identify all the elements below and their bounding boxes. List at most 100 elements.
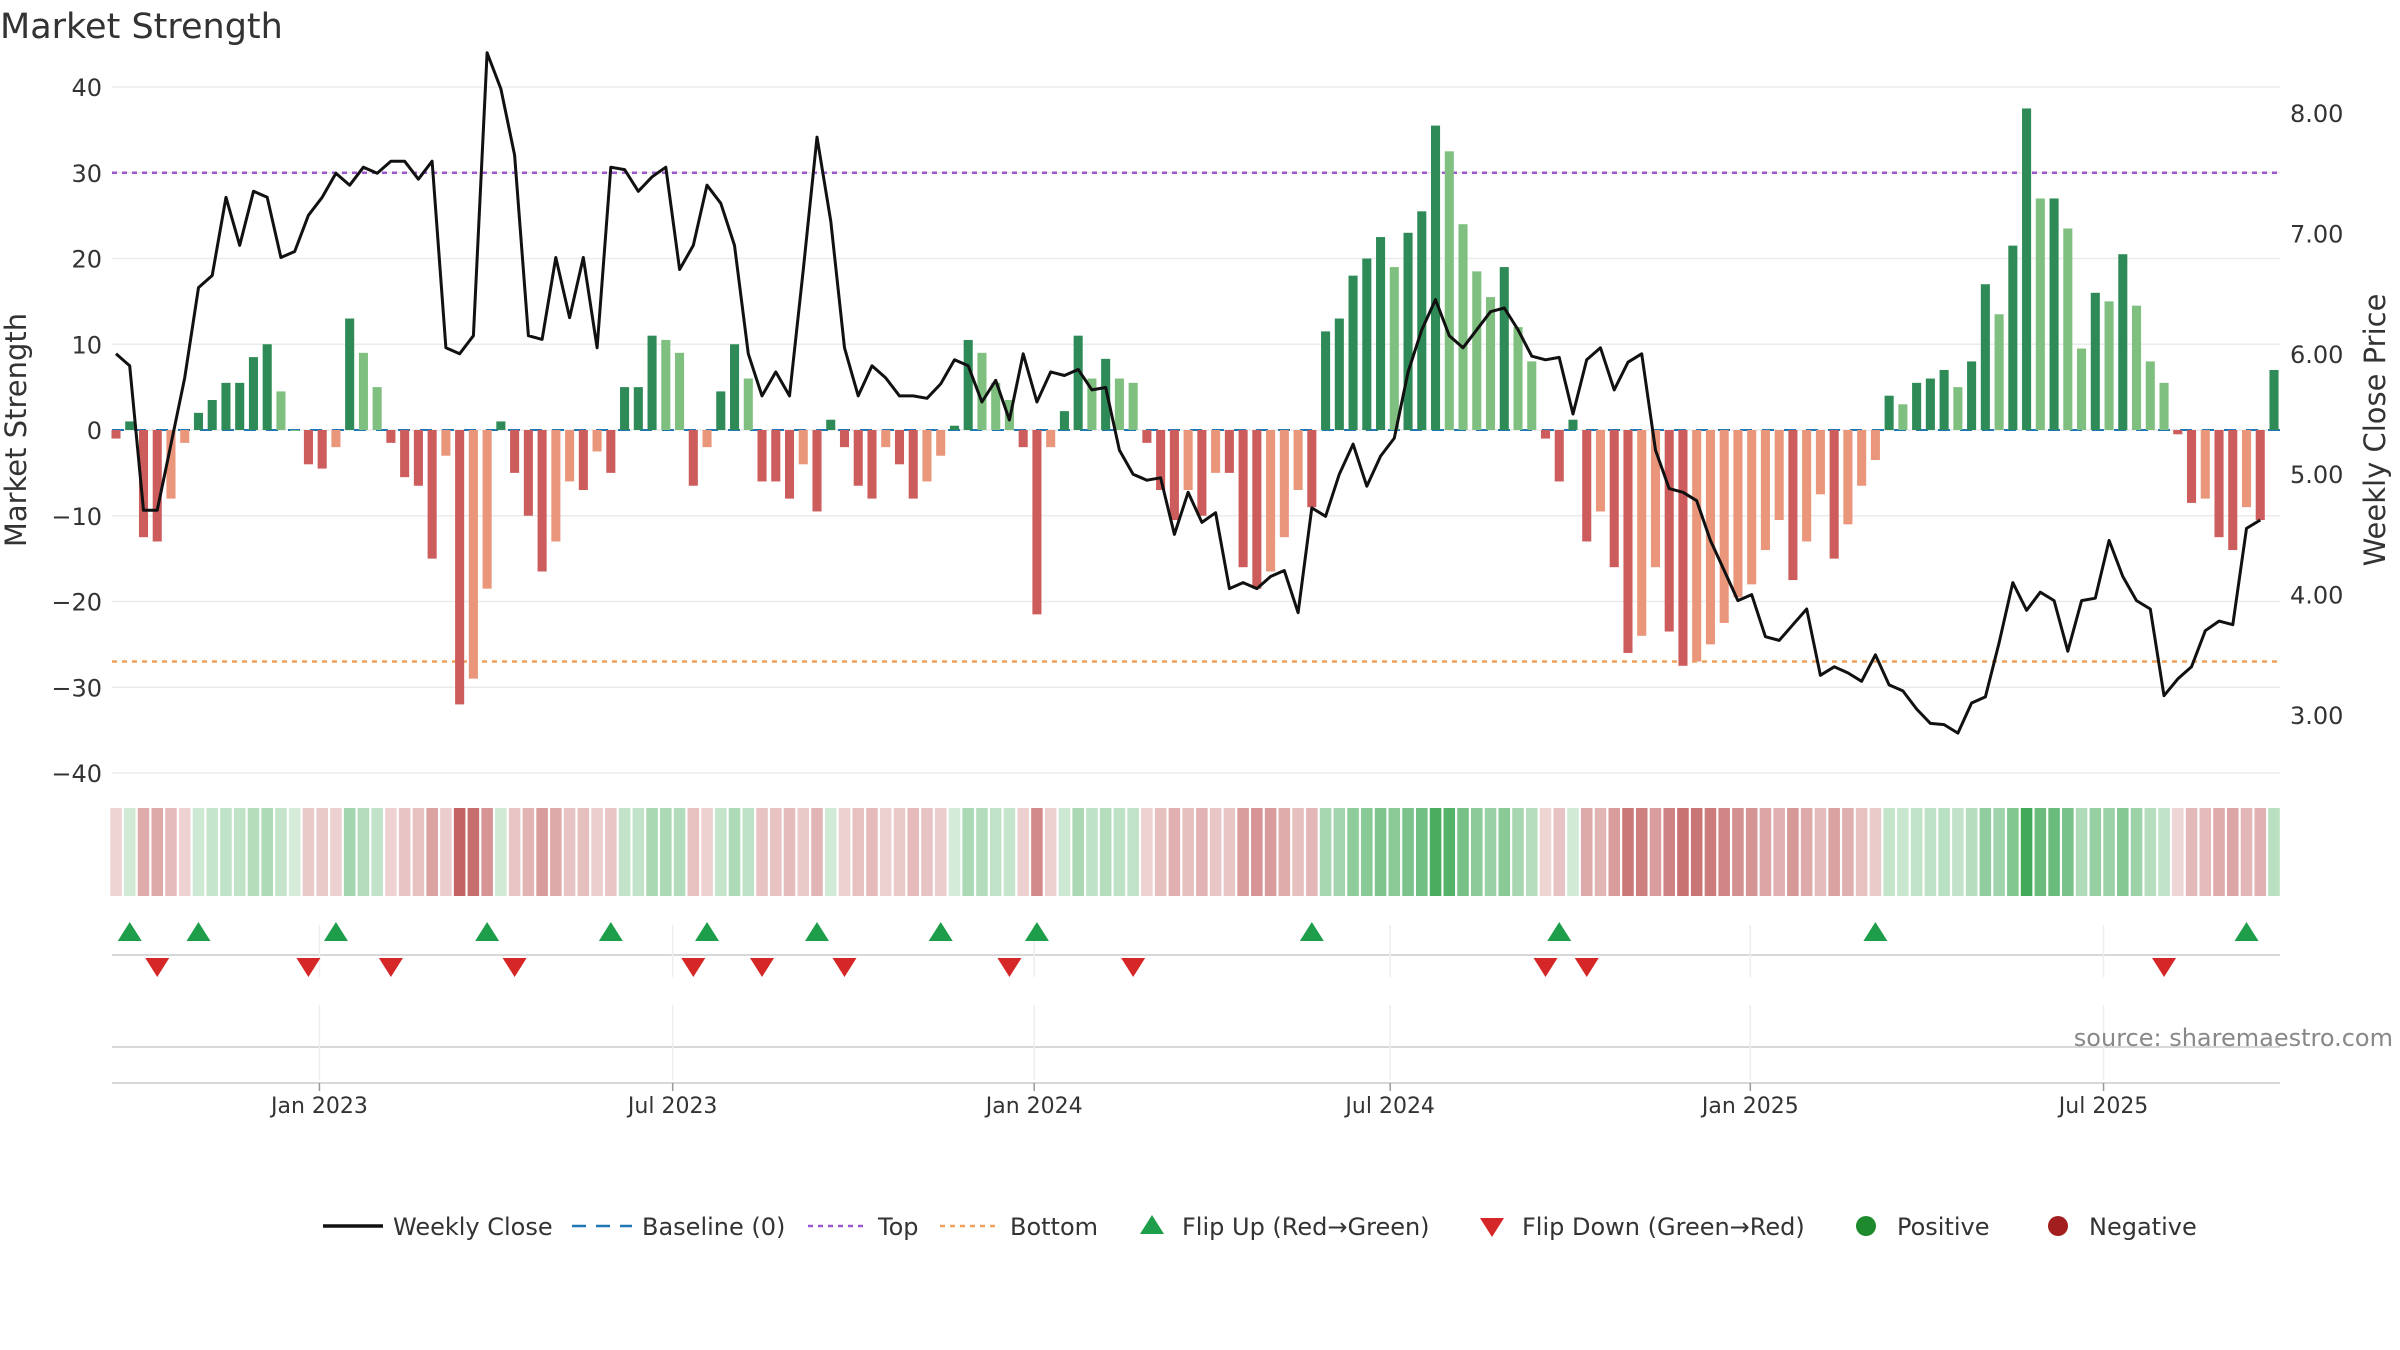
strength-bar [2132, 305, 2142, 430]
strength-bar [1293, 430, 1303, 491]
strength-bar [2214, 430, 2224, 538]
heat-cell [1058, 808, 1071, 896]
x-tick-label: Jan 2023 [269, 1094, 368, 1119]
heat-cell [1333, 808, 1346, 896]
heat-cell [1979, 808, 1992, 896]
heat-cell [2089, 808, 2102, 896]
strength-bar [922, 430, 932, 482]
heat-cell [1044, 808, 1057, 896]
strength-bar [633, 387, 643, 430]
heat-cell [824, 808, 837, 896]
legend-swatch-dot [1856, 1216, 1876, 1236]
strength-bar [1912, 382, 1922, 430]
heat-cell [261, 808, 273, 896]
strength-bar [977, 352, 987, 430]
strength-bar [1774, 430, 1784, 521]
heat-cell [1800, 808, 1813, 896]
strength-bar [386, 430, 396, 443]
right-axis-title: Weekly Close Price [2358, 294, 2392, 567]
strength-bar [2090, 292, 2100, 430]
heat-cell [508, 808, 521, 896]
right-tick-label: 6.00 [2290, 341, 2343, 369]
strength-bar [1884, 395, 1894, 430]
heat-cell [2199, 808, 2212, 896]
heat-cell [563, 808, 576, 896]
heat-cell [481, 808, 493, 896]
heat-cell [151, 808, 164, 896]
strength-bar [826, 419, 836, 430]
heat-cell [2117, 808, 2129, 896]
strength-bar [2173, 430, 2183, 435]
strength-bar [1898, 404, 1908, 430]
heat-cell [1072, 808, 1084, 896]
strength-bar [1733, 430, 1743, 598]
strength-bar [1719, 430, 1729, 623]
heat-cell [1498, 808, 1511, 896]
heat-cell [1182, 808, 1194, 896]
strength-bar [798, 430, 808, 465]
strength-bar [1760, 430, 1770, 551]
heat-cell [137, 808, 150, 896]
heat-cell [1099, 808, 1112, 896]
strength-bar [812, 430, 822, 512]
heat-cell [2048, 808, 2060, 896]
strength-bar [1595, 430, 1606, 512]
heat-cell [1306, 808, 1318, 896]
weekly-close-line [115, 51, 2262, 735]
strength-bar [661, 339, 671, 430]
heat-cell [1388, 808, 1401, 896]
strength-bar [125, 421, 135, 430]
strength-bar [1197, 430, 1207, 516]
strength-bar [1815, 430, 1825, 495]
heat-cell [907, 808, 919, 896]
heat-cell [1416, 808, 1428, 896]
strength-bar [138, 430, 149, 538]
heat-cell [316, 808, 328, 896]
heat-cell [742, 808, 755, 896]
strength-heat-strip [110, 808, 2280, 896]
strength-bar [2063, 228, 2073, 430]
strength-bar [303, 430, 313, 465]
strength-bar [1527, 361, 1537, 430]
strength-bar [441, 430, 451, 456]
strength-bar [262, 344, 272, 430]
flip-up-marker [2234, 922, 2259, 941]
heat-cell [811, 808, 823, 896]
heat-cell [948, 808, 961, 896]
heat-cell [1553, 808, 1566, 896]
strength-bar [1568, 419, 1578, 430]
strength-bar [358, 352, 368, 430]
flip-down-marker [997, 958, 1022, 977]
strength-bar [317, 430, 327, 469]
strength-bar [936, 430, 946, 456]
strength-bar [991, 382, 1001, 430]
strength-bar [180, 430, 190, 443]
flip-up-marker [117, 922, 142, 941]
heat-cell [715, 808, 727, 896]
strength-bar [1224, 430, 1234, 473]
strength-bar [592, 430, 602, 452]
heat-cell [1883, 808, 1895, 896]
flip-down-marker [1574, 958, 1599, 977]
heat-cell [1251, 808, 1263, 896]
strength-bar [455, 430, 465, 705]
strength-bar [1458, 224, 1468, 430]
strength-bar [867, 430, 877, 499]
flip-down-marker [1533, 958, 1558, 977]
heat-cell [1580, 808, 1593, 896]
strength-bar [743, 378, 753, 430]
strength-bars [111, 108, 2279, 705]
heat-cell [412, 808, 425, 896]
strength-bar [729, 344, 740, 430]
heat-cell [123, 808, 136, 896]
legend-label: Flip Up (Red→Green) [1182, 1213, 1430, 1241]
strength-bar [1499, 267, 1509, 430]
strength-bar [1156, 430, 1166, 491]
strength-bar [1788, 430, 1798, 581]
weekly-close-series [115, 51, 2262, 735]
heat-cell [1264, 808, 1277, 896]
right-tick-label: 8.00 [2290, 100, 2343, 128]
strength-bar [1967, 361, 1977, 430]
flip-up-marker [475, 922, 500, 941]
strength-bar [2145, 361, 2155, 430]
